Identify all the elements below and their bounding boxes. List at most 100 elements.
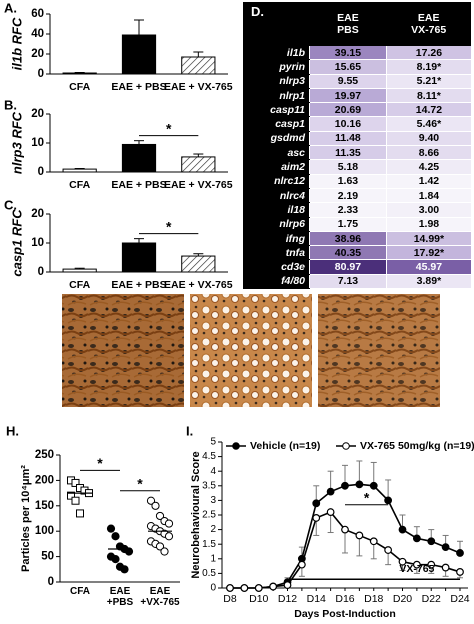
table-row: nlrp3 9.55 5.21*	[243, 74, 471, 89]
data-point	[269, 582, 278, 591]
x-tick-label: D20	[393, 593, 412, 605]
x-tick-label: D16	[335, 593, 354, 605]
table-cell: 2.19	[309, 188, 387, 204]
x-tick-label: EAE + VX-765	[164, 81, 233, 93]
table-row: f4/80 7.13 3.89*	[243, 274, 471, 290]
table-cell: 5.18	[309, 159, 387, 175]
bar	[181, 255, 216, 273]
data-point	[456, 568, 464, 576]
table-row: nlrp6 1.75 1.98	[243, 217, 471, 232]
y-tick-label: 20	[31, 208, 44, 220]
data-point	[283, 581, 292, 589]
table-cell: 8.11*	[385, 88, 471, 104]
data-point	[155, 511, 165, 521]
x-tick-label: EAE + VX-765	[164, 279, 233, 291]
table-cell: 9.40	[385, 131, 471, 147]
y-tick-label: 3.5	[202, 480, 216, 491]
significance-star: *	[166, 218, 172, 234]
table-cell: 19.97	[309, 88, 387, 104]
y-tick-label: 2	[210, 524, 216, 535]
data-point	[312, 499, 321, 508]
bar	[181, 56, 216, 75]
table: D. EAE PBS EAE VX-765 il1b 39.15 17.26 pyrin 15…	[243, 2, 471, 290]
table-row: tnfa 40.35 17.92*	[243, 245, 471, 261]
data-point	[441, 543, 450, 552]
data-point	[155, 542, 165, 551]
x-tick-label: CFA	[69, 81, 90, 93]
y-tick-label: 2.5	[202, 510, 216, 521]
histology-texture	[318, 294, 440, 407]
x-tick-label: EAE + PBS	[111, 81, 166, 93]
y-axis-label: il1b RFC	[9, 17, 24, 70]
data-point	[427, 560, 436, 569]
panel-label: C.	[4, 197, 17, 212]
table-cell: 15.65	[309, 59, 387, 75]
table-cell: 17.26	[385, 46, 471, 61]
x-tick-label: D18	[364, 593, 383, 605]
table-cell: 1.63	[309, 174, 387, 189]
table-cell: 17.92*	[385, 245, 471, 261]
y-tick-label: 4.5	[202, 451, 216, 462]
data-point	[151, 501, 160, 510]
table-cell: 14.72	[385, 102, 471, 118]
bar	[121, 34, 157, 75]
table-row: nlrp1 19.97 8.11*	[243, 88, 471, 104]
y-tick-label: 1	[210, 553, 216, 564]
x-tick-label: CFA	[70, 586, 90, 597]
y-tick-label: 0	[48, 576, 54, 588]
bar	[62, 268, 97, 273]
x-tick-label: EAE + VX-765	[164, 179, 233, 191]
data-point	[146, 496, 156, 505]
table-row: casp11 20.69 14.72	[243, 102, 471, 118]
table-cell: 1.98	[385, 217, 471, 232]
data-point	[355, 480, 364, 489]
table-cell: 7.13	[309, 274, 387, 290]
table-cell: 20.69	[309, 102, 387, 118]
table-label: D.	[251, 4, 264, 19]
table-cell: 5.21*	[385, 74, 471, 89]
x-tick-label: D14	[307, 593, 326, 605]
table-cell: 3.00	[385, 202, 471, 218]
table-cell: 11.48	[309, 131, 387, 147]
legend-marker	[342, 442, 350, 450]
y-tick-label: 40	[31, 28, 44, 40]
data-point	[326, 487, 335, 496]
data-point	[412, 560, 421, 569]
table-cell: 45.97	[385, 259, 471, 275]
x-tick-label-box: EAE +PBS	[107, 586, 133, 608]
data-point	[297, 560, 306, 569]
table-cell: 9.55	[309, 74, 387, 89]
data-point	[312, 514, 321, 522]
table-cell: 3.89*	[385, 274, 471, 290]
gene-name: il1b	[243, 46, 310, 61]
x-tick-label: D24	[450, 593, 469, 605]
table-row: casp1 10.16 5.46*	[243, 116, 471, 132]
data-point	[71, 478, 80, 487]
column-header: EAE VX-765	[411, 12, 447, 36]
data-point	[67, 491, 75, 500]
table-cell: 38.96	[309, 231, 387, 247]
data-point	[412, 534, 421, 543]
gene-name: il18	[243, 202, 310, 218]
data-point	[240, 584, 249, 592]
x-axis-label: Days Post-Induction	[294, 608, 396, 620]
x-tick-label: EAE + PBS	[111, 279, 166, 291]
y-tick-label: 10	[31, 237, 44, 249]
gene-name: nlrc12	[243, 174, 310, 189]
y-axis-label: Neurobehavioural Score	[190, 451, 202, 578]
significance-star: *	[137, 475, 143, 491]
gene-name: asc	[243, 145, 310, 161]
data-point	[384, 546, 393, 554]
table-cell: 39.15	[309, 46, 387, 61]
y-axis-label: casp1 RFC	[9, 209, 24, 277]
table-row: il1b 39.15 17.26	[243, 46, 471, 61]
panel-label: A.	[4, 0, 17, 15]
table-row: cd3e 80.97 45.97	[243, 259, 471, 275]
data-point	[160, 547, 169, 556]
panel-label: B.	[4, 97, 17, 112]
table-row: asc 11.35 8.66	[243, 145, 471, 161]
gene-name: aim2	[243, 159, 310, 175]
data-point	[111, 532, 120, 541]
gene-name: nlrp6	[243, 217, 310, 232]
y-tick-label: 0.5	[202, 568, 216, 579]
